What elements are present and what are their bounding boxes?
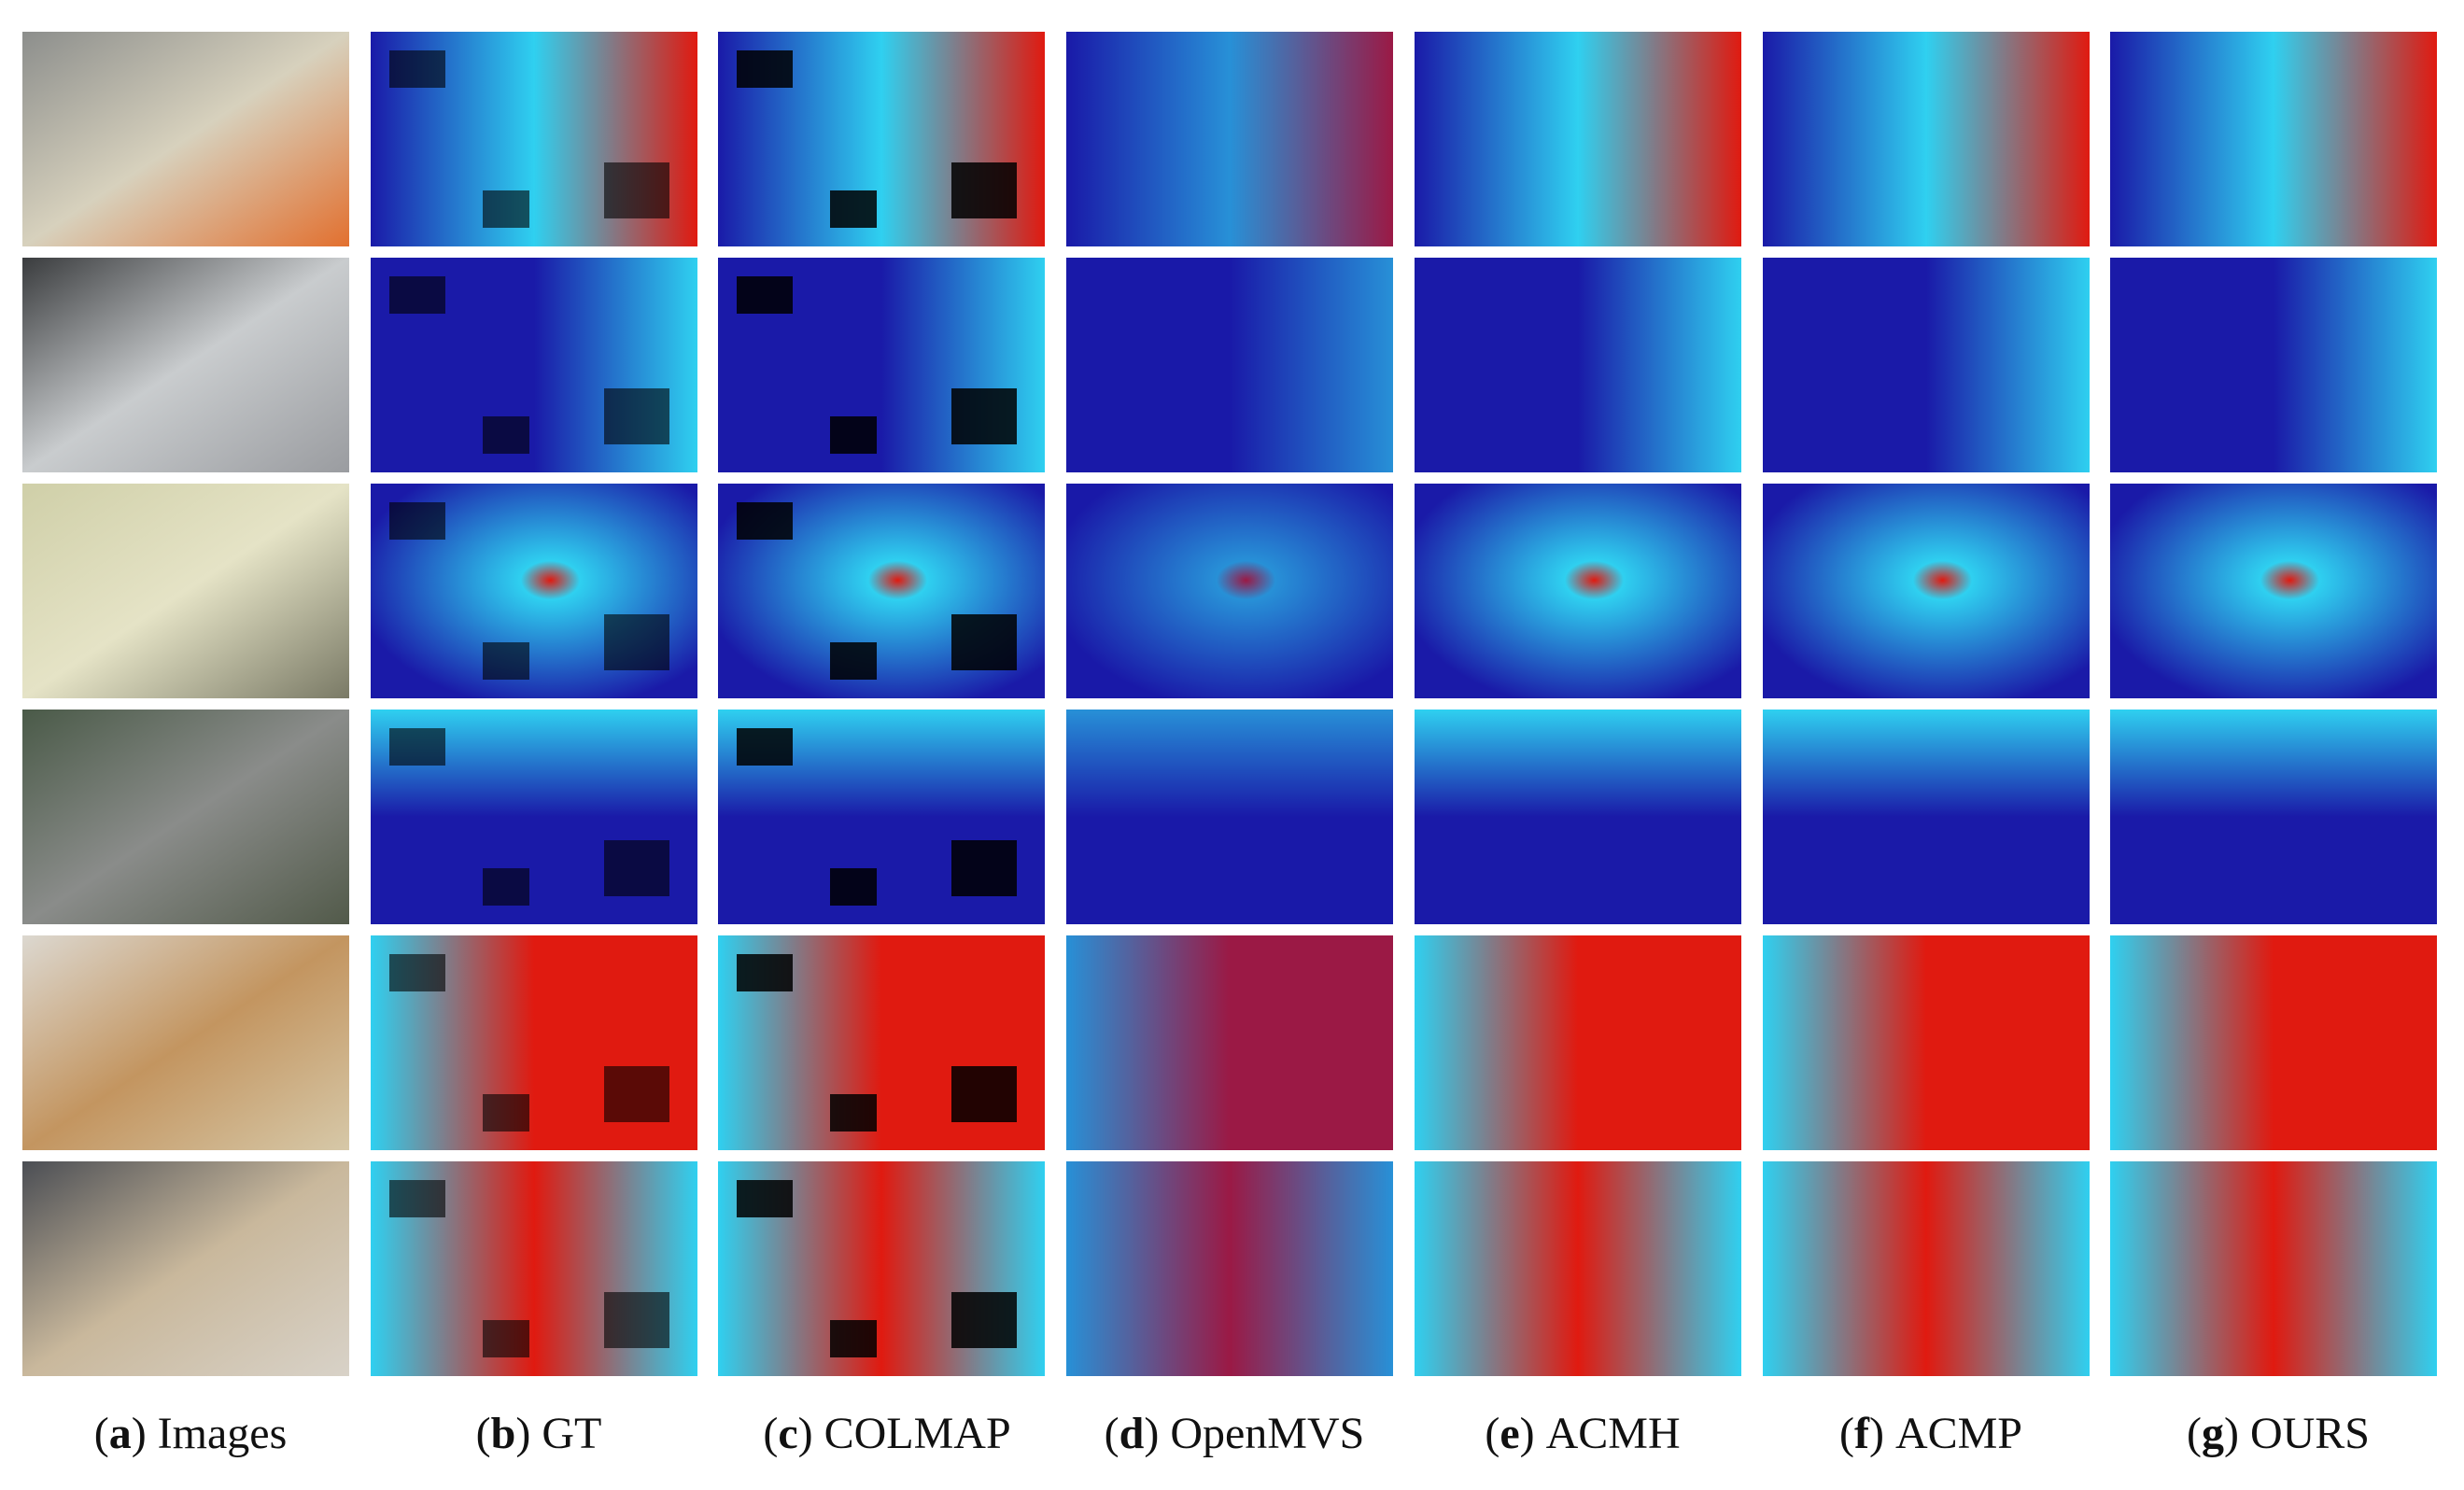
image-grid	[22, 32, 2444, 1376]
caption-gt: (b) GT	[475, 1409, 602, 1458]
panel-images-row-1	[22, 32, 349, 246]
panel-acmp-row-5	[1762, 935, 2090, 1150]
caption-ours: (g) OURS	[2186, 1409, 2370, 1458]
panel-openmvs-row-2	[1066, 258, 1394, 472]
panel-openmvs-row-5	[1066, 935, 1394, 1150]
panel-acmp-row-6	[1762, 1161, 2090, 1376]
caption-images: (a) Images	[93, 1409, 288, 1458]
panel-acmp-row-3	[1762, 484, 2090, 698]
panel-openmvs-row-3	[1066, 484, 1394, 698]
panel-openmvs-row-1	[1066, 32, 1394, 246]
panel-images-row-3	[22, 484, 349, 698]
panel-acmh-row-2	[1414, 258, 1741, 472]
panel-ours-row-6	[2110, 1161, 2438, 1376]
panel-acmp-row-2	[1762, 258, 2090, 472]
panel-colmap-row-5	[718, 935, 1046, 1150]
panel-acmh-row-6	[1414, 1161, 1741, 1376]
panel-colmap-row-3	[718, 484, 1046, 698]
panel-openmvs-row-4	[1066, 710, 1394, 924]
panel-acmp-row-4	[1762, 710, 2090, 924]
panel-ours-row-2	[2110, 258, 2438, 472]
panel-images-row-4	[22, 710, 349, 924]
panel-colmap-row-6	[718, 1161, 1046, 1376]
panel-ours-row-4	[2110, 710, 2438, 924]
panel-openmvs-row-6	[1066, 1161, 1394, 1376]
panel-images-row-6	[22, 1161, 349, 1376]
panel-acmh-row-1	[1414, 32, 1741, 246]
caption-colmap: (c) COLMAP	[763, 1409, 1011, 1458]
caption-acmh: (e) ACMH	[1485, 1409, 1681, 1458]
panel-acmp-row-1	[1762, 32, 2090, 246]
panel-images-row-5	[22, 935, 349, 1150]
caption-acmp: (f) ACMP	[1838, 1409, 2022, 1458]
panel-ours-row-5	[2110, 935, 2438, 1150]
caption-openmvs: (d) OpenMVS	[1104, 1409, 1365, 1458]
panel-colmap-row-2	[718, 258, 1046, 472]
panel-acmh-row-5	[1414, 935, 1741, 1150]
panel-gt-row-3	[370, 484, 697, 698]
panel-ours-row-3	[2110, 484, 2438, 698]
panel-gt-row-2	[370, 258, 697, 472]
panel-acmh-row-3	[1414, 484, 1741, 698]
panel-colmap-row-1	[718, 32, 1046, 246]
panel-ours-row-1	[2110, 32, 2438, 246]
panel-colmap-row-4	[718, 710, 1046, 924]
panel-gt-row-4	[370, 710, 697, 924]
panel-acmh-row-4	[1414, 710, 1741, 924]
panel-gt-row-1	[370, 32, 697, 246]
panel-images-row-2	[22, 258, 349, 472]
panel-gt-row-6	[370, 1161, 697, 1376]
panel-gt-row-5	[370, 935, 697, 1150]
